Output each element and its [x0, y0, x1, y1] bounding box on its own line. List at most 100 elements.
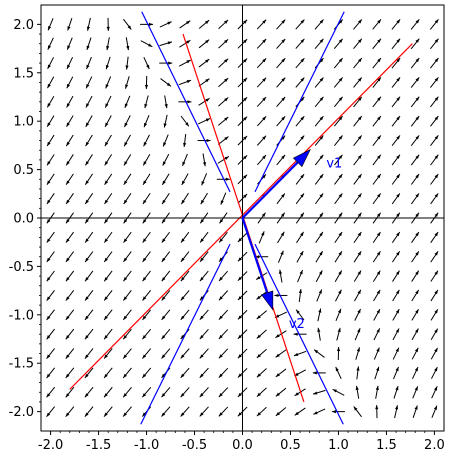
- field-arrow: [218, 329, 229, 340]
- field-arrow: [334, 173, 343, 185]
- field-arrow: [65, 328, 75, 340]
- field-arrow: [46, 115, 55, 127]
- field-arrow: [334, 154, 343, 166]
- vector-v1: v1: [241, 148, 342, 219]
- y-tick-label: -2.0: [9, 405, 34, 420]
- field-arrow: [123, 192, 132, 205]
- field-arrow: [333, 38, 344, 50]
- field-arrow: [125, 37, 130, 51]
- field-arrow: [65, 367, 75, 379]
- line-4: [254, 243, 344, 425]
- x-tick-label: -1.5: [86, 438, 111, 453]
- field-arrow: [277, 250, 284, 263]
- field-arrow: [314, 77, 324, 88]
- field-arrow: [274, 311, 287, 318]
- field-arrow: [372, 270, 381, 282]
- field-arrow: [144, 75, 149, 89]
- field-arrow: [314, 38, 324, 49]
- field-arrow: [391, 57, 401, 69]
- field-arrow: [122, 290, 132, 301]
- field-arrow: [373, 328, 381, 341]
- line-6: [140, 243, 231, 425]
- field-arrow: [354, 308, 361, 321]
- field-arrow: [142, 348, 152, 359]
- field-arrow: [201, 173, 208, 186]
- field-arrow: [353, 193, 362, 205]
- field-arrow: [276, 154, 286, 166]
- field-arrow: [84, 348, 94, 359]
- field-arrow: [394, 405, 399, 419]
- field-arrow: [295, 38, 305, 49]
- field-arrow: [124, 115, 131, 128]
- field-arrow: [392, 347, 400, 360]
- field-arrow: [355, 347, 360, 360]
- field-arrow: [356, 366, 360, 380]
- field-arrow: [218, 116, 229, 126]
- field-arrow: [159, 61, 173, 65]
- field-arrow: [374, 366, 380, 380]
- field-arrow: [46, 231, 55, 243]
- field-arrow: [161, 328, 171, 340]
- field-arrow: [180, 348, 190, 359]
- field-arrow: [256, 329, 267, 339]
- field-arrow: [372, 135, 382, 146]
- field-arrow: [430, 251, 439, 263]
- field-arrow: [276, 77, 286, 88]
- field-arrow: [46, 289, 55, 301]
- field-arrow: [65, 193, 74, 205]
- field-arrow: [430, 231, 439, 243]
- field-arrow: [47, 57, 55, 70]
- field-arrow: [314, 135, 324, 146]
- field-arrow: [410, 173, 420, 185]
- field-arrow: [372, 57, 382, 69]
- field-arrow: [429, 38, 439, 50]
- field-arrow: [355, 385, 360, 399]
- field-arrow: [353, 154, 362, 166]
- field-arrow: [391, 19, 401, 30]
- x-tick-label: 2.0: [424, 438, 445, 453]
- field-arrow: [85, 95, 93, 108]
- field-arrow: [391, 115, 401, 127]
- field-arrow: [430, 309, 439, 321]
- field-arrow: [161, 406, 171, 417]
- field-arrow: [47, 37, 54, 50]
- y-tick-label: 0.5: [13, 163, 34, 178]
- field-arrow: [143, 56, 150, 70]
- field-arrow: [313, 349, 325, 358]
- field-arrow: [392, 251, 401, 263]
- field-arrow: [430, 289, 439, 302]
- field-arrow: [218, 309, 229, 320]
- field-arrow: [410, 154, 420, 166]
- field-arrow: [199, 367, 209, 379]
- field-arrow: [103, 309, 113, 321]
- field-arrow: [336, 347, 341, 361]
- field-arrow: [276, 19, 286, 30]
- field-arrow: [162, 153, 170, 166]
- field-arrow: [106, 37, 110, 51]
- field-arrow: [375, 385, 379, 399]
- field-arrow: [372, 251, 381, 263]
- field-arrow: [65, 251, 75, 263]
- field-arrow: [312, 371, 326, 375]
- vector-v2: v2: [241, 217, 305, 332]
- x-tick-label: -2.0: [38, 438, 63, 453]
- field-arrow: [103, 231, 113, 243]
- field-arrow: [296, 231, 305, 244]
- field-arrow: [295, 77, 305, 88]
- field-arrow: [295, 135, 305, 146]
- field-arrow: [164, 95, 168, 109]
- field-arrow: [373, 308, 381, 321]
- field-arrow: [256, 406, 267, 417]
- field-arrow: [411, 366, 419, 379]
- field-arrow: [410, 135, 420, 147]
- field-arrow: [391, 96, 401, 108]
- field-arrow: [161, 192, 170, 205]
- field-arrow: [65, 270, 75, 282]
- field-arrow: [123, 251, 132, 263]
- field-arrow: [294, 369, 307, 377]
- field-arrow: [218, 77, 229, 88]
- field-arrow: [333, 96, 343, 108]
- field-arrow: [47, 76, 55, 89]
- field-arrow: [332, 388, 345, 396]
